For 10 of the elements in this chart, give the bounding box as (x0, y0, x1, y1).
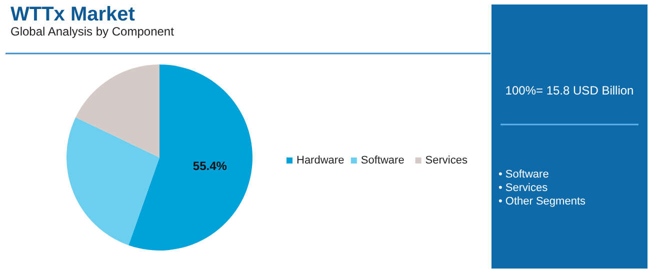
legend-label: Hardware (296, 154, 344, 166)
text: 100%= 15.8 USD Billion (505, 84, 634, 98)
text: • Other Segments (498, 196, 586, 208)
chart-title: WTTx Market (10, 4, 136, 26)
data-label: 55.4% (192, 159, 228, 174)
chart-subtitle: Global Analysis by Component (10, 24, 175, 38)
legend-label: Services (425, 154, 468, 166)
text: • Software (498, 168, 549, 180)
text: • Services (498, 182, 548, 194)
legend-label: Software (360, 154, 404, 166)
